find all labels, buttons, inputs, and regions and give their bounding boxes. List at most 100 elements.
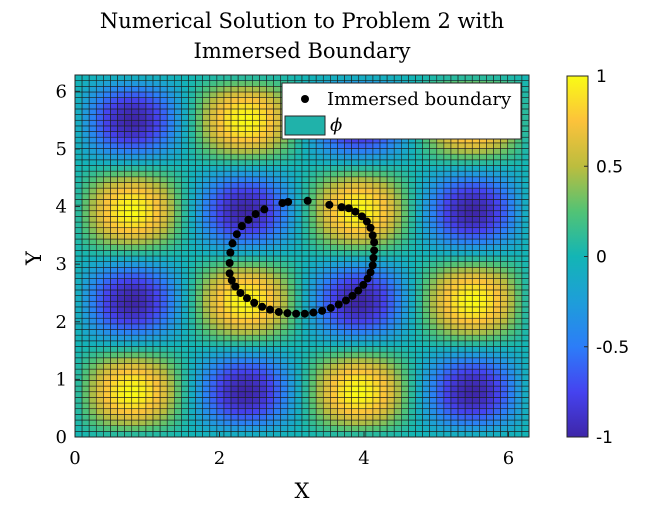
heatmap-cell: [81, 368, 90, 376]
heatmap-cell: [131, 357, 140, 364]
heatmap-cell: [471, 346, 480, 353]
heatmap-cell: [124, 289, 133, 296]
heatmap-cell: [266, 255, 274, 262]
heatmap-cell: [436, 210, 445, 217]
heatmap-cell: [393, 244, 402, 251]
heatmap-cell: [145, 323, 154, 330]
heatmap-cell: [486, 380, 494, 387]
heatmap-cell: [415, 204, 423, 212]
heatmap-cell: [166, 419, 175, 426]
heatmap-cell: [252, 289, 260, 296]
heatmap-cell: [401, 323, 409, 330]
heatmap-cell: [216, 114, 225, 121]
heatmap-cell: [252, 346, 260, 353]
heatmap-cell: [152, 340, 161, 347]
heatmap-cell: [138, 278, 147, 285]
heatmap-cell: [372, 363, 381, 370]
heatmap-cell: [103, 289, 111, 296]
heatmap-cell: [230, 221, 239, 229]
heatmap-cell: [174, 391, 182, 398]
heatmap-cell: [244, 108, 253, 115]
heatmap-cell: [252, 419, 260, 426]
heatmap-cell: [422, 380, 430, 387]
heatmap-cell: [280, 216, 289, 223]
heatmap-cell: [195, 289, 203, 296]
heatmap-cell: [131, 136, 140, 144]
heatmap-cell: [95, 199, 104, 206]
heatmap-cell: [280, 148, 289, 155]
heatmap-cell: [252, 374, 260, 381]
heatmap-cell: [408, 153, 416, 161]
heatmap-cell: [471, 306, 480, 313]
heatmap-cell: [124, 357, 133, 364]
heatmap-cell: [315, 142, 324, 149]
heatmap-cell: [351, 261, 360, 268]
heatmap-cell: [209, 170, 218, 178]
heatmap-cell: [216, 153, 225, 161]
heatmap-cell: [252, 368, 260, 376]
heatmap-cell: [386, 221, 395, 229]
heatmap-cell: [216, 419, 225, 426]
heatmap-cell: [195, 233, 203, 240]
y-tick-label: 3: [56, 254, 67, 275]
heatmap-cell: [429, 170, 438, 178]
heatmap-cell: [372, 170, 381, 178]
heatmap-cell: [273, 187, 282, 195]
heatmap-cell: [408, 385, 416, 393]
heatmap-cell: [181, 402, 189, 410]
heatmap-cell: [379, 351, 388, 359]
heatmap-cell: [408, 419, 416, 426]
heatmap-cell: [408, 221, 416, 229]
heatmap-cell: [429, 363, 438, 370]
colorbar: 10.50-0.5-1: [566, 67, 629, 448]
heatmap-cell: [479, 187, 487, 195]
heatmap-cell: [415, 402, 423, 410]
heatmap-cell: [138, 295, 147, 302]
heatmap-cell: [252, 142, 260, 149]
heatmap-cell: [479, 357, 487, 364]
heatmap-cell: [230, 159, 239, 166]
heatmap-cell: [216, 351, 225, 359]
heatmap-cell: [443, 346, 452, 353]
heatmap-cell: [301, 317, 310, 325]
heatmap-cell: [479, 261, 487, 268]
heatmap-cell: [223, 374, 232, 381]
heatmap-cell: [372, 317, 381, 325]
heatmap-cell: [202, 374, 211, 381]
heatmap-cell: [259, 238, 267, 245]
heatmap-cell: [152, 402, 161, 410]
heatmap-cell: [464, 317, 473, 325]
heatmap-cell: [174, 159, 182, 166]
heatmap-cell: [330, 142, 338, 149]
heatmap-cell: [117, 102, 125, 110]
heatmap-cell: [88, 153, 97, 161]
heatmap-cell: [486, 300, 494, 308]
heatmap-cell: [216, 300, 225, 308]
heatmap-cell: [131, 391, 140, 398]
heatmap-cell: [294, 425, 303, 432]
heatmap-cell: [88, 102, 97, 110]
heatmap-cell: [294, 346, 303, 353]
boundary-point: [344, 204, 353, 213]
heatmap-cell: [315, 204, 324, 212]
heatmap-cell: [479, 153, 487, 161]
heatmap-cell: [294, 165, 303, 172]
heatmap-cell: [457, 233, 466, 240]
heatmap-cell: [287, 323, 296, 330]
heatmap-cell: [124, 108, 133, 115]
heatmap-cell: [110, 283, 118, 291]
heatmap-cell: [429, 346, 438, 353]
heatmap-cell: [202, 193, 211, 200]
heatmap-cell: [174, 80, 182, 87]
heatmap-cell: [358, 431, 367, 437]
heatmap-cell: [344, 278, 352, 285]
heatmap-cell: [131, 221, 140, 229]
heatmap-cell: [337, 363, 345, 370]
heatmap-cell: [521, 238, 529, 245]
heatmap-cell: [152, 227, 161, 234]
heatmap-cell: [471, 300, 480, 308]
heatmap-cell: [401, 346, 409, 353]
heatmap-cell: [443, 414, 452, 421]
heatmap-cell: [393, 221, 402, 229]
heatmap-cell: [429, 272, 438, 279]
